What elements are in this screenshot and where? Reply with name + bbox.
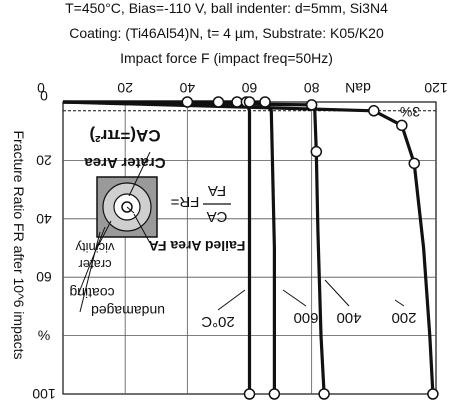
x-tick-label: 20 — [117, 80, 133, 96]
series-marker — [268, 388, 281, 400]
x-unit-text: daN — [345, 80, 371, 96]
coating-text: coating — [69, 285, 114, 301]
crater-area-leader — [128, 151, 151, 197]
failed-area-text: Failed Area FA — [149, 238, 246, 254]
series-marker — [318, 388, 330, 400]
undamaged-leader — [79, 231, 101, 313]
vicinity-leader — [95, 220, 112, 251]
vicinity-text: vicinity — [75, 240, 115, 255]
series-label-leader — [324, 279, 350, 307]
coating-text: Coating: (Ti46Al54)N, t= 4 µm, Substrate… — [69, 25, 384, 41]
series-label: 600 — [293, 309, 318, 326]
x-axis-title: Impact force F (impact freq=50Hz) — [120, 50, 333, 66]
series-marker — [243, 96, 256, 108]
x-tick-label: 80 — [304, 80, 320, 96]
y-tick-label: 40 — [36, 211, 52, 227]
y-axis-title: Fracture Ratio FR after 10^6 impacts — [11, 130, 27, 359]
tick-labels: 0 20 40 60 80 120 0 20 40 60% 100 — [32, 80, 448, 402]
series-label-leader — [282, 289, 307, 307]
x-tick-label: 40 — [179, 80, 195, 96]
x-tick-label: 0 — [37, 80, 45, 96]
x-tick-label: 120 — [424, 80, 448, 96]
crater-area-text: Crater Area — [84, 154, 166, 171]
series-label: 400 — [336, 309, 361, 326]
fr-numerator-text: CA — [207, 208, 228, 225]
crater-radius-line — [126, 206, 135, 214]
y-tick-label: 20 — [36, 152, 52, 168]
series-marker — [305, 99, 318, 111]
series-label-leader — [217, 289, 246, 311]
series-marker — [396, 119, 408, 132]
y-tick-label: 0 — [40, 88, 48, 104]
series-label-leader — [394, 299, 405, 307]
series-marker — [368, 105, 380, 117]
series-marker — [408, 157, 420, 170]
crater-word-text: crater — [78, 257, 112, 272]
y-tick-label: % — [38, 328, 50, 344]
series-marker — [212, 96, 225, 108]
series-labels: 20°C 600 400 200 — [201, 279, 417, 330]
series-label: 20°C — [201, 313, 235, 330]
x-tick-label: 60 — [242, 80, 258, 96]
fr-denominator-text: FA — [208, 182, 226, 199]
series-marker — [181, 96, 194, 108]
series-marker — [231, 96, 243, 108]
conditions-text: T=450°C, Bias=-110 V, ball indenter: d=5… — [65, 0, 388, 16]
series-markers — [181, 96, 439, 400]
failed-area-leader — [133, 213, 151, 244]
series-marker — [259, 96, 271, 108]
undamaged-text: undamaged — [91, 303, 165, 319]
ca-formula-text: CA(=πr²) — [89, 126, 160, 145]
series-marker — [310, 145, 323, 158]
y-tick-label: 60 — [36, 269, 52, 285]
threshold-text: 3% — [400, 104, 420, 120]
crater-schematic: CA(=πr²) Crater Area FR= CA FA Failed Ar… — [69, 126, 245, 319]
coating-leader — [77, 226, 106, 296]
series-marker — [427, 388, 439, 400]
series-label: 200 — [391, 309, 416, 326]
series-marker — [243, 388, 256, 400]
y-tick-label: 100 — [32, 386, 56, 402]
fr-label-text: FR= — [170, 193, 199, 210]
